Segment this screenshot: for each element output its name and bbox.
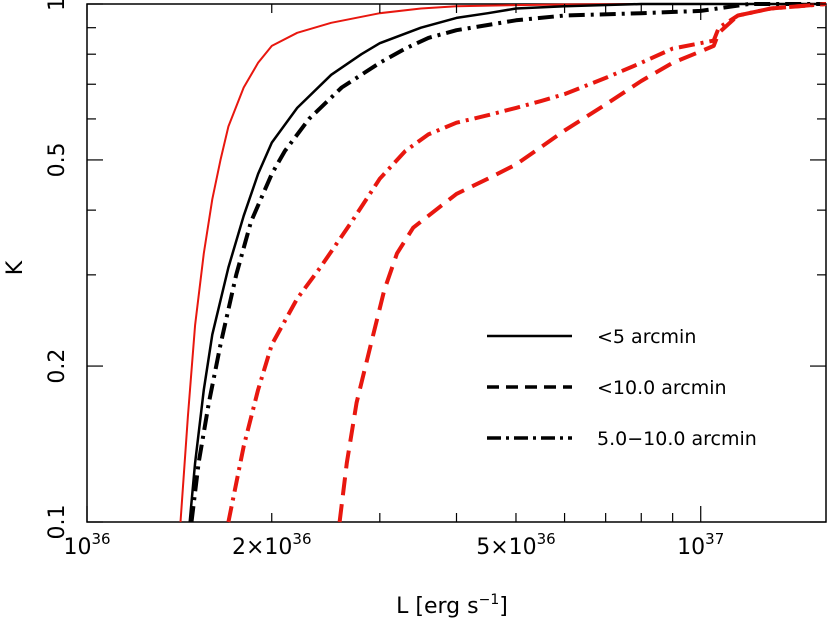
- series-line-3: [189, 2, 826, 523]
- series-line-1: [179, 3, 826, 523]
- y-axis-label: K: [3, 260, 28, 275]
- x-axis-label-base: L [erg s: [396, 594, 478, 619]
- x-axis-label-close: ]: [499, 594, 508, 619]
- x-axis-ticks: 1036 2×1036 5×1036 1037: [63, 4, 724, 560]
- x-tick-label: 2×1036: [232, 530, 312, 560]
- series-line-5: [337, 2, 827, 523]
- series-line-2: [188, 2, 826, 523]
- y-tick-label: 0.2: [45, 349, 70, 384]
- x-tick-exponent: 37: [705, 530, 724, 548]
- x-tick-mantissa: 10: [63, 535, 91, 560]
- series-line-4: [226, 2, 827, 523]
- x-tick-exponent: 36: [91, 530, 110, 548]
- y-tick-label: 0.5: [45, 142, 70, 177]
- series-layer: [179, 2, 827, 523]
- legend-label: <10.0 arcmin: [597, 377, 727, 399]
- x-tick-mantissa: 2×10: [232, 535, 292, 560]
- x-tick-label: 1037: [677, 530, 724, 560]
- legend-label: 5.0−10.0 arcmin: [597, 428, 757, 450]
- x-tick-exponent: 36: [292, 530, 311, 548]
- x-tick-exponent: 36: [537, 530, 556, 548]
- legend: <5 arcmin <10.0 arcmin 5.0−10.0 arcmin: [487, 326, 757, 450]
- x-axis-label-exponent: −1: [479, 592, 500, 608]
- x-axis-label: L [erg s−1]: [396, 592, 508, 619]
- legend-label: <5 arcmin: [597, 326, 696, 348]
- y-tick-label: 0.1: [45, 505, 70, 540]
- y-axis-ticks: 0.1 0.2 0.5 1: [45, 0, 826, 540]
- x-tick-mantissa: 5×10: [476, 535, 536, 560]
- y-tick-label: 1: [45, 0, 70, 11]
- x-tick-label: 5×1036: [476, 530, 556, 560]
- x-tick-label: 1036: [63, 530, 110, 560]
- x-tick-mantissa: 10: [677, 535, 705, 560]
